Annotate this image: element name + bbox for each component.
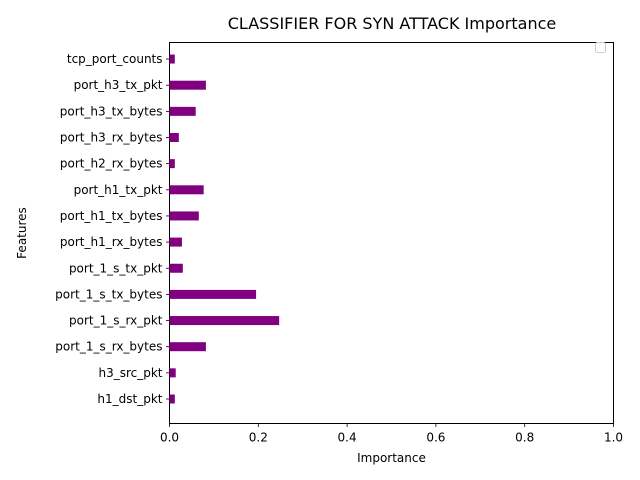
x-tick-label: 0.4 bbox=[338, 431, 357, 445]
y-tick-label: port_h3_tx_pkt bbox=[74, 78, 163, 92]
y-axis-ticks: h1_dst_pkt h3_src_pkt port_1_s_rx_bytes por… bbox=[55, 52, 170, 406]
y-tick-label: port_1_s_tx_bytes bbox=[55, 287, 162, 301]
x-tick-label: 0.0 bbox=[160, 431, 179, 445]
plot-area bbox=[169, 42, 614, 424]
x-tick-label: 1.0 bbox=[604, 431, 623, 445]
y-tick-label: port_h1_rx_bytes bbox=[60, 235, 163, 249]
y-tick-label: port_h1_tx_bytes bbox=[60, 209, 163, 223]
legend bbox=[595, 42, 606, 53]
y-tick-label: h3_src_pkt bbox=[98, 366, 162, 380]
bar-port_h1_tx_pkt bbox=[169, 185, 204, 195]
bar-port_1_s_rx_pkt bbox=[169, 316, 280, 326]
y-tick-label: port_h1_tx_pkt bbox=[74, 183, 163, 197]
y-tick-label: port_1_s_tx_pkt bbox=[69, 261, 163, 275]
y-tick-label: h1_dst_pkt bbox=[97, 392, 162, 406]
y-tick-label: tcp_port_counts bbox=[67, 52, 163, 66]
y-axis-label: Features bbox=[15, 207, 29, 259]
bar-port_h3_tx_pkt bbox=[169, 80, 206, 90]
y-tick-label: port_h2_rx_bytes bbox=[60, 157, 163, 171]
bar-port_h1_rx_bytes bbox=[169, 237, 182, 247]
bar-h3_src_pkt bbox=[169, 368, 176, 378]
bar-port_h2_rx_bytes bbox=[169, 159, 175, 169]
bar-port_1_s_tx_bytes bbox=[169, 289, 257, 299]
x-tick-label: 0.8 bbox=[515, 431, 534, 445]
bar-port_1_s_rx_bytes bbox=[169, 342, 206, 352]
bar-port_h3_rx_bytes bbox=[169, 133, 179, 142]
y-tick-label: port_1_s_rx_bytes bbox=[55, 340, 162, 354]
x-tick-label: 0.6 bbox=[426, 431, 445, 445]
bars-group bbox=[169, 54, 280, 404]
bar-tcp_port_counts bbox=[169, 54, 175, 64]
x-axis-ticks: 0.0 0.2 0.4 0.6 0.8 1.0 bbox=[160, 423, 623, 445]
bar-port_h3_tx_bytes bbox=[169, 106, 196, 116]
y-tick-label: port_h3_rx_bytes bbox=[60, 131, 163, 145]
y-tick-label: port_h3_tx_bytes bbox=[60, 104, 163, 118]
x-tick-label: 0.2 bbox=[249, 431, 268, 445]
x-axis-label: Importance bbox=[357, 451, 426, 465]
chart-title: CLASSIFIER FOR SYN ATTACK Importance bbox=[228, 14, 556, 33]
bar-port_1_s_tx_pkt bbox=[169, 263, 183, 273]
y-tick-label: port_1_s_rx_pkt bbox=[69, 314, 163, 328]
legend-box bbox=[595, 42, 606, 53]
bar-h1_dst_pkt bbox=[169, 394, 175, 404]
bar-port_h1_tx_bytes bbox=[169, 211, 199, 221]
